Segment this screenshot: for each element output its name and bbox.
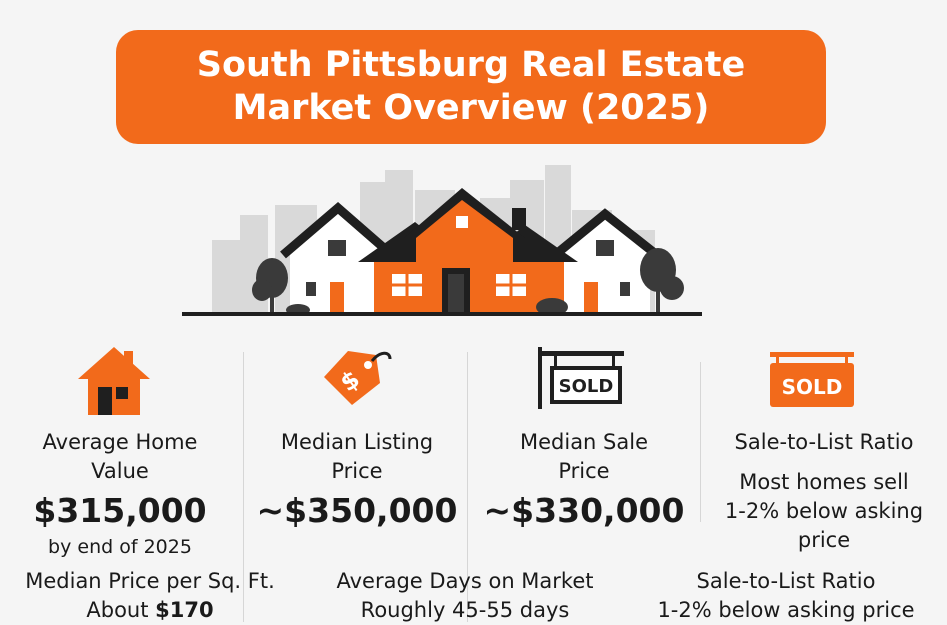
sold-banner-icon: SOLD xyxy=(770,352,854,407)
house-center xyxy=(358,188,578,312)
houses-illustration xyxy=(182,165,702,316)
divider-3 xyxy=(700,362,701,522)
tree-left xyxy=(252,258,288,314)
footer-value-amount: $170 xyxy=(155,598,214,622)
ground-line xyxy=(182,312,702,316)
metric-label: Price xyxy=(331,459,383,483)
house-left xyxy=(280,202,395,312)
metric-label: Median Listing xyxy=(280,430,434,454)
divider-2 xyxy=(467,352,468,622)
banner-text: SOLD xyxy=(782,375,843,399)
metric-desc: 1-2% below asking xyxy=(724,499,924,523)
metric-label: Median Sale xyxy=(519,430,648,454)
metric-label: Price xyxy=(558,459,610,483)
footer-value: 1-2% below asking price xyxy=(657,598,915,622)
title-banner: South Pittsburg Real Estate Market Overv… xyxy=(116,30,826,144)
house-icon xyxy=(78,347,150,415)
metric-median-sale-price: Median Sale Price ~$330,000 xyxy=(470,428,698,532)
footer-label: Sale-to-List Ratio xyxy=(696,569,876,593)
metric-desc: price xyxy=(797,528,851,552)
metric-median-listing-price: Median Listing Price ~$350,000 xyxy=(248,428,466,532)
sold-sign-icon: SOLD xyxy=(538,347,624,409)
footer-price-per-sqft: Median Price per Sq. Ft. About $170 xyxy=(0,567,300,625)
tree-right xyxy=(640,248,684,314)
metric-value: ~$330,000 xyxy=(483,491,685,530)
footer-days-on-market: Average Days on Market Roughly 45-55 day… xyxy=(310,567,620,625)
title-line-2: Market Overview (2025) xyxy=(232,88,710,128)
bush-right xyxy=(536,298,568,316)
footer-value-prefix: About xyxy=(86,598,156,622)
footer-label: Median Price per Sq. Ft. xyxy=(25,569,275,593)
divider-1 xyxy=(243,352,244,622)
price-tag-icon: $ xyxy=(324,351,392,405)
footer-label: Average Days on Market xyxy=(336,569,594,593)
metric-average-home-value: Average Home Value $315,000 by end of 20… xyxy=(10,428,230,560)
metric-sale-to-list-ratio: Sale-to-List Ratio Most homes sell 1-2% … xyxy=(708,428,940,555)
metric-label: Average Home xyxy=(42,430,198,454)
footer-value: Roughly 45-55 days xyxy=(360,598,570,622)
title-line-1: South Pittsburg Real Estate xyxy=(196,45,746,85)
house-right xyxy=(552,208,660,312)
sign-text: SOLD xyxy=(559,376,614,397)
metric-note: by end of 2025 xyxy=(48,536,192,558)
metric-value: ~$350,000 xyxy=(256,491,458,530)
footer-sale-to-list: Sale-to-List Ratio 1-2% below asking pri… xyxy=(630,567,942,625)
metric-label: Sale-to-List Ratio xyxy=(734,430,914,454)
footer-value: About $170 xyxy=(0,596,300,625)
metric-label: Value xyxy=(91,459,149,483)
metric-desc: Most homes sell xyxy=(739,470,909,494)
metric-value: $315,000 xyxy=(33,491,207,530)
